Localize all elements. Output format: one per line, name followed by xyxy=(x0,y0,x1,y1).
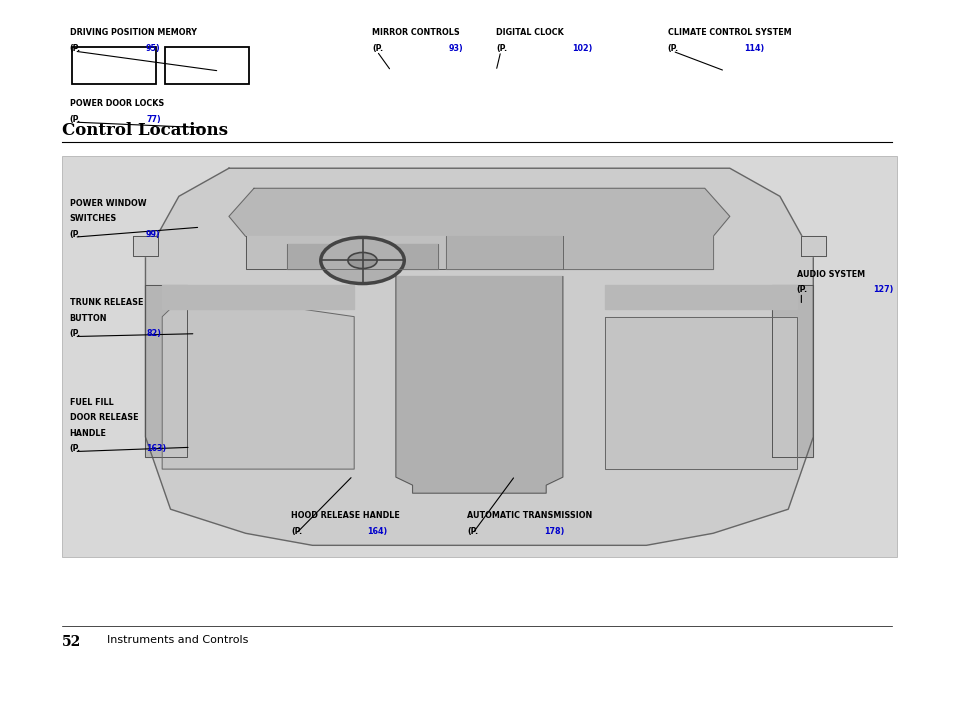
Text: 93): 93) xyxy=(448,44,463,53)
Bar xyxy=(165,47,249,84)
Polygon shape xyxy=(162,285,354,309)
Text: HANDLE: HANDLE xyxy=(70,429,107,438)
Text: 127): 127) xyxy=(872,285,892,295)
Text: (P.: (P. xyxy=(70,115,81,124)
Text: BUTTON: BUTTON xyxy=(70,314,107,323)
Text: POWER DOOR LOCKS: POWER DOOR LOCKS xyxy=(70,99,164,109)
Polygon shape xyxy=(229,188,729,261)
Text: AUTOMATIC TRANSMISSION: AUTOMATIC TRANSMISSION xyxy=(467,511,592,520)
Text: POWER WINDOW: POWER WINDOW xyxy=(70,199,146,208)
Text: (P.: (P. xyxy=(70,230,81,239)
Polygon shape xyxy=(800,236,825,256)
Bar xyxy=(71,47,155,84)
Polygon shape xyxy=(246,236,713,268)
Text: Instruments and Controls: Instruments and Controls xyxy=(107,635,248,645)
Text: (P.: (P. xyxy=(70,444,81,454)
Text: 82): 82) xyxy=(146,329,161,339)
Text: 163): 163) xyxy=(146,444,166,454)
Polygon shape xyxy=(132,236,158,256)
Text: 77): 77) xyxy=(146,115,161,124)
Polygon shape xyxy=(395,277,562,493)
Text: MIRROR CONTROLS: MIRROR CONTROLS xyxy=(372,28,459,38)
Text: 102): 102) xyxy=(572,44,592,53)
Text: CLIMATE CONTROL SYSTEM: CLIMATE CONTROL SYSTEM xyxy=(667,28,791,38)
Text: (P.: (P. xyxy=(796,285,807,295)
Text: (P.: (P. xyxy=(667,44,679,53)
Polygon shape xyxy=(146,285,187,457)
Text: 178): 178) xyxy=(543,527,563,536)
Text: DIGITAL CLOCK: DIGITAL CLOCK xyxy=(496,28,563,38)
Text: HOOD RELEASE HANDLE: HOOD RELEASE HANDLE xyxy=(291,511,399,520)
Polygon shape xyxy=(287,244,437,268)
Ellipse shape xyxy=(320,237,404,283)
Ellipse shape xyxy=(348,253,376,268)
Text: AUDIO SYSTEM: AUDIO SYSTEM xyxy=(796,270,863,279)
Text: (P.: (P. xyxy=(70,44,81,53)
Text: FUEL FILL: FUEL FILL xyxy=(70,398,113,407)
Text: (P.: (P. xyxy=(496,44,507,53)
Text: (P.: (P. xyxy=(372,44,383,53)
Text: DRIVING POSITION MEMORY: DRIVING POSITION MEMORY xyxy=(70,28,196,38)
Polygon shape xyxy=(162,293,354,469)
Text: 52: 52 xyxy=(62,635,81,650)
Text: TRUNK RELEASE: TRUNK RELEASE xyxy=(70,298,143,307)
Text: 95): 95) xyxy=(146,44,161,53)
Text: Control Locations: Control Locations xyxy=(62,122,228,139)
Text: 164): 164) xyxy=(367,527,387,536)
Polygon shape xyxy=(604,317,796,469)
Polygon shape xyxy=(604,285,796,309)
Text: (P.: (P. xyxy=(70,329,81,339)
Polygon shape xyxy=(445,236,562,268)
Polygon shape xyxy=(562,236,713,268)
Text: SWITCHES: SWITCHES xyxy=(70,214,117,224)
Text: 114): 114) xyxy=(743,44,763,53)
Text: 99): 99) xyxy=(146,230,161,239)
Text: (P.: (P. xyxy=(291,527,302,536)
Text: (P.: (P. xyxy=(467,527,478,536)
Bar xyxy=(62,156,896,557)
Text: DOOR RELEASE: DOOR RELEASE xyxy=(70,413,138,422)
Polygon shape xyxy=(146,168,812,545)
Polygon shape xyxy=(771,285,812,457)
